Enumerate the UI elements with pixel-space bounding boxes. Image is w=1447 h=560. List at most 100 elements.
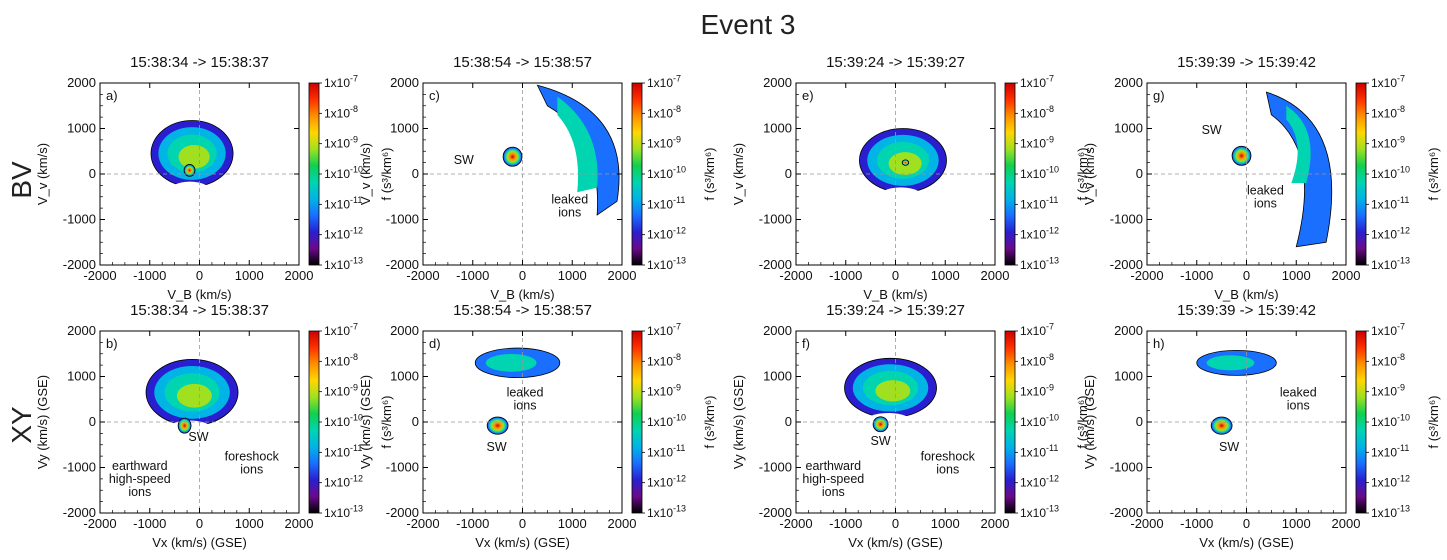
colorbar (308, 330, 320, 514)
ion-distribution-core (176, 383, 212, 408)
annotation-SW: SW (487, 440, 507, 454)
colorbar-tick-label: 1x10-13 (324, 504, 363, 520)
x-tick-label: 0 (519, 516, 526, 531)
colorbar-tick-label: 1x10-7 (1371, 74, 1405, 90)
colorbar-tick-label: 1x10-10 (1020, 413, 1059, 429)
x-tick-label: -1000 (456, 268, 489, 283)
x-tick-label: 0 (196, 268, 203, 283)
colorbar-tick-label: 1x10-10 (647, 165, 686, 181)
y-tick-label: -1000 (759, 460, 792, 475)
solar-wind-beam (183, 164, 196, 177)
distribution-plot (474, 347, 561, 435)
y-tick-label: 1000 (763, 121, 792, 136)
panel-b: 15:38:34 -> 15:38:37 -2000-2000 -1000 -1000… (35, 302, 394, 550)
x-tick-label: 1000 (1282, 268, 1311, 283)
x-tick-label: 2000 (981, 268, 1010, 283)
x-tick-label: 0 (1243, 268, 1250, 283)
y-tick-label: 2000 (390, 75, 419, 90)
x-tick-label: 0 (519, 268, 526, 283)
x-tick-label: -2000 (83, 268, 116, 283)
colorbar-tick-label: 1x10-11 (1020, 195, 1058, 211)
row-label-xy: XY (6, 406, 37, 444)
colorbar (1004, 330, 1016, 514)
colorbar-tick-label: 1x10-10 (1371, 165, 1410, 181)
x-tick-label: -2000 (779, 268, 812, 283)
y-tick-label: 2000 (763, 75, 792, 90)
colorbar-tick-label: 1x10-12 (647, 473, 686, 489)
colorbar-tick-label: 1x10-8 (1371, 352, 1405, 368)
colorbar-tick-label: 1x10-11 (1371, 195, 1409, 211)
y-tick-label: 0 (412, 166, 419, 181)
y-tick-label: 0 (89, 166, 96, 181)
y-tick-label: 1000 (1114, 121, 1143, 136)
annotation-leaked-ions: leaked ions (1280, 386, 1317, 413)
colorbar-tick-label: 1x10-13 (1371, 256, 1410, 272)
y-axis-label: V_v (km/s) (358, 143, 373, 205)
y-axis-label: Vy (km/s) (GSE) (1082, 375, 1097, 469)
x-tick-label: -2000 (1130, 516, 1163, 531)
x-axis-label: V_B (km/s) (1214, 287, 1278, 302)
colorbar-tick-label: 1x10-7 (647, 74, 681, 90)
distribution-plot (1231, 91, 1333, 248)
annotation-leaked-ions: leaked ions (507, 386, 544, 413)
x-tick-label: 2000 (608, 516, 637, 531)
y-tick-label: 1000 (763, 369, 792, 384)
annotation-earthward-high-speed-ions: earthward high-speed ions (802, 459, 864, 499)
y-tick-label: 0 (785, 166, 792, 181)
y-tick-label: 0 (1136, 414, 1143, 429)
solar-wind-beam (502, 146, 523, 167)
x-tick-label: -2000 (406, 268, 439, 283)
colorbar-tick-label: 1x10-9 (647, 382, 681, 398)
y-tick-label: 2000 (67, 75, 96, 90)
colorbar-tick-label: 1x10-7 (324, 322, 358, 338)
y-tick-label: -1000 (386, 460, 419, 475)
colorbar-tick-label: 1x10-10 (1371, 413, 1410, 429)
y-tick-label: 2000 (1114, 75, 1143, 90)
colorbar-tick-label: 1x10-10 (324, 165, 363, 181)
x-tick-label: 0 (892, 268, 899, 283)
panel-label: e) (802, 88, 814, 103)
y-tick-label: 0 (412, 414, 419, 429)
colorbar-label: f (s³/km⁶) (702, 147, 717, 200)
y-tick-label: 1000 (390, 121, 419, 136)
solar-wind-beam (1231, 145, 1252, 166)
y-axis-label: V_v (km/s) (731, 143, 746, 205)
colorbar-label: f (s³/km⁶) (1075, 395, 1090, 448)
y-tick-label: 1000 (1114, 369, 1143, 384)
x-tick-label: -2000 (779, 516, 812, 531)
x-tick-label: -1000 (829, 516, 862, 531)
colorbar-tick-label: 1x10-7 (324, 74, 358, 90)
x-tick-label: -1000 (829, 268, 862, 283)
x-tick-label: 1000 (558, 268, 587, 283)
colorbar-tick-label: 1x10-7 (1020, 322, 1054, 338)
colorbar-tick-label: 1x10-8 (647, 352, 681, 368)
panel-label: g) (1153, 88, 1165, 103)
distribution-gap (167, 181, 213, 205)
colorbar-tick-label: 1x10-11 (647, 195, 685, 211)
x-tick-label: -1000 (133, 268, 166, 283)
panel-a: 15:38:34 -> 15:38:37 -2000-2000 -1000 -1000… (35, 54, 394, 302)
leaked-ion-core (557, 96, 598, 193)
ion-distribution-core (178, 144, 210, 169)
x-axis-label: Vx (km/s) (GSE) (475, 535, 570, 550)
colorbar (1355, 82, 1367, 266)
y-axis-label: V_v (km/s) (35, 143, 50, 205)
panel-label: d) (429, 336, 441, 351)
colorbar-tick-label: 1x10-12 (1371, 473, 1410, 489)
colorbar-tick-label: 1x10-8 (647, 104, 681, 120)
colorbar-tick-label: 1x10-9 (1371, 382, 1405, 398)
x-tick-label: 2000 (1332, 268, 1361, 283)
colorbar-tick-label: 1x10-13 (647, 504, 686, 520)
y-axis-label: V_v (km/s) (1082, 143, 1097, 205)
y-tick-label: -2000 (1110, 257, 1143, 272)
colorbar-tick-label: 1x10-13 (1371, 504, 1410, 520)
y-tick-label: -1000 (1110, 212, 1143, 227)
figure-title: Event 3 (701, 9, 796, 40)
annotation-earthward-high-speed-ions: earthward high-speed ions (109, 459, 171, 499)
x-axis-label: V_B (km/s) (863, 287, 927, 302)
panel-h: 15:39:39 -> 15:39:42 -2000-2000 -1000 -1000… (1082, 302, 1441, 550)
panel-g: 15:39:39 -> 15:39:42 -2000-2000 -1000 -1000… (1082, 54, 1441, 302)
annotation-foreshock-ions: foreshock ions (921, 450, 976, 477)
solar-wind-beam (872, 416, 889, 433)
x-tick-label: 2000 (608, 268, 637, 283)
